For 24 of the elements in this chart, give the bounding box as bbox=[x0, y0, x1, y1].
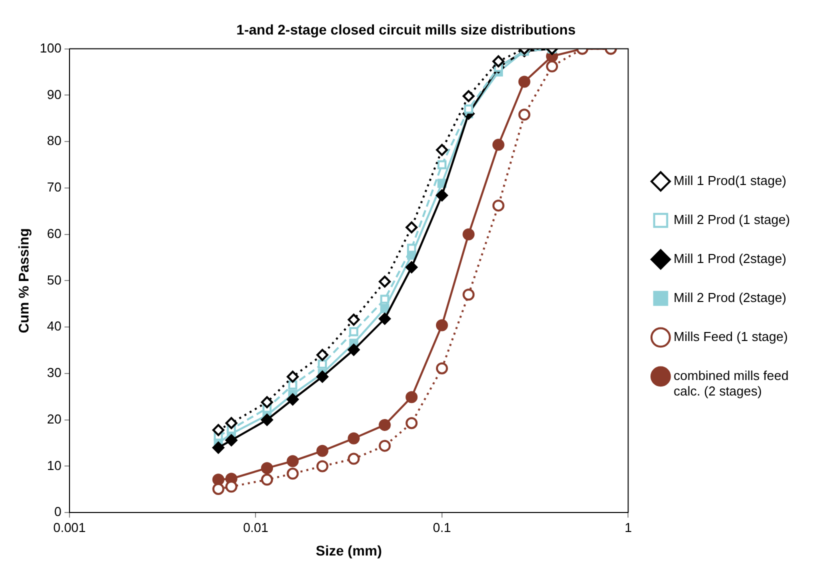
y-tick-label: 20 bbox=[47, 411, 62, 426]
y-axis-title: Cum % Passing bbox=[15, 228, 32, 334]
y-tick-label: 40 bbox=[47, 318, 62, 334]
x-tick-label: 0.01 bbox=[243, 520, 268, 535]
y-tick-label: 70 bbox=[47, 180, 62, 195]
legend-label: Mill 2 Prod (2stage) bbox=[674, 290, 786, 305]
y-tick-label: 60 bbox=[47, 226, 62, 241]
legend-label: combined mills feed calc. (2 stages) bbox=[674, 368, 789, 399]
y-tick-label: 0 bbox=[54, 504, 62, 520]
legend-label: Mill 2 Prod (1 stage) bbox=[674, 212, 790, 227]
y-tick-label: 80 bbox=[47, 133, 62, 148]
y-tick-label: 50 bbox=[47, 272, 62, 288]
legend-label: Mill 1 Prod(1 stage) bbox=[674, 172, 786, 188]
chart-title: 1-and 2-stage closed circuit mills size distributions bbox=[236, 21, 576, 38]
y-tick-label: 30 bbox=[47, 365, 62, 380]
y-tick-label: 90 bbox=[47, 86, 62, 102]
x-tick-label: 0.1 bbox=[432, 520, 451, 535]
x-axis-title: Size (mm) bbox=[316, 542, 382, 558]
x-tick-label: 1 bbox=[624, 520, 632, 535]
y-tick-label: 10 bbox=[47, 458, 62, 473]
legend-label: Mills Feed (1 stage) bbox=[674, 328, 788, 344]
x-tick-label: 0.001 bbox=[53, 520, 86, 535]
legend-label: Mill 1 Prod (2stage) bbox=[674, 250, 786, 266]
y-tick-label: 100 bbox=[40, 40, 62, 56]
